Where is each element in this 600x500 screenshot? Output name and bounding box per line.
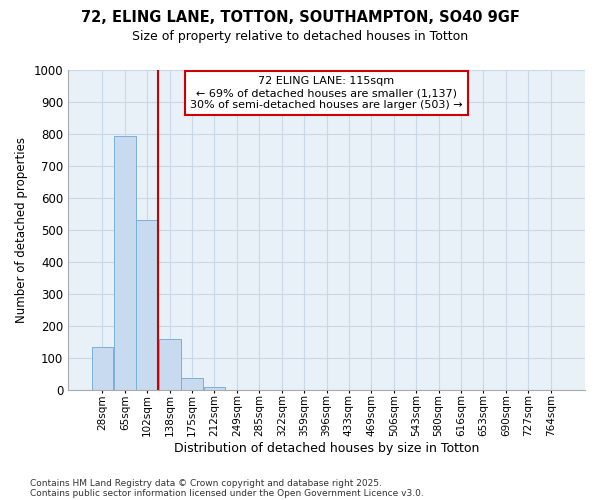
Text: 72, ELING LANE, TOTTON, SOUTHAMPTON, SO40 9GF: 72, ELING LANE, TOTTON, SOUTHAMPTON, SO4… [80, 10, 520, 25]
Bar [181, 378, 203, 390]
Bar [203, 387, 226, 390]
Text: 72 ELING LANE: 115sqm
← 69% of detached houses are smaller (1,137)
30% of semi-d: 72 ELING LANE: 115sqm ← 69% of detached … [190, 76, 463, 110]
Bar [159, 339, 181, 390]
Bar [136, 220, 158, 390]
Text: Size of property relative to detached houses in Totton: Size of property relative to detached ho… [132, 30, 468, 43]
X-axis label: Distribution of detached houses by size in Totton: Distribution of detached houses by size … [174, 442, 479, 455]
Bar [92, 347, 113, 390]
Text: Contains HM Land Registry data © Crown copyright and database right 2025.: Contains HM Land Registry data © Crown c… [30, 478, 382, 488]
Text: Contains public sector information licensed under the Open Government Licence v3: Contains public sector information licen… [30, 488, 424, 498]
Y-axis label: Number of detached properties: Number of detached properties [15, 137, 28, 323]
Bar [114, 136, 136, 390]
